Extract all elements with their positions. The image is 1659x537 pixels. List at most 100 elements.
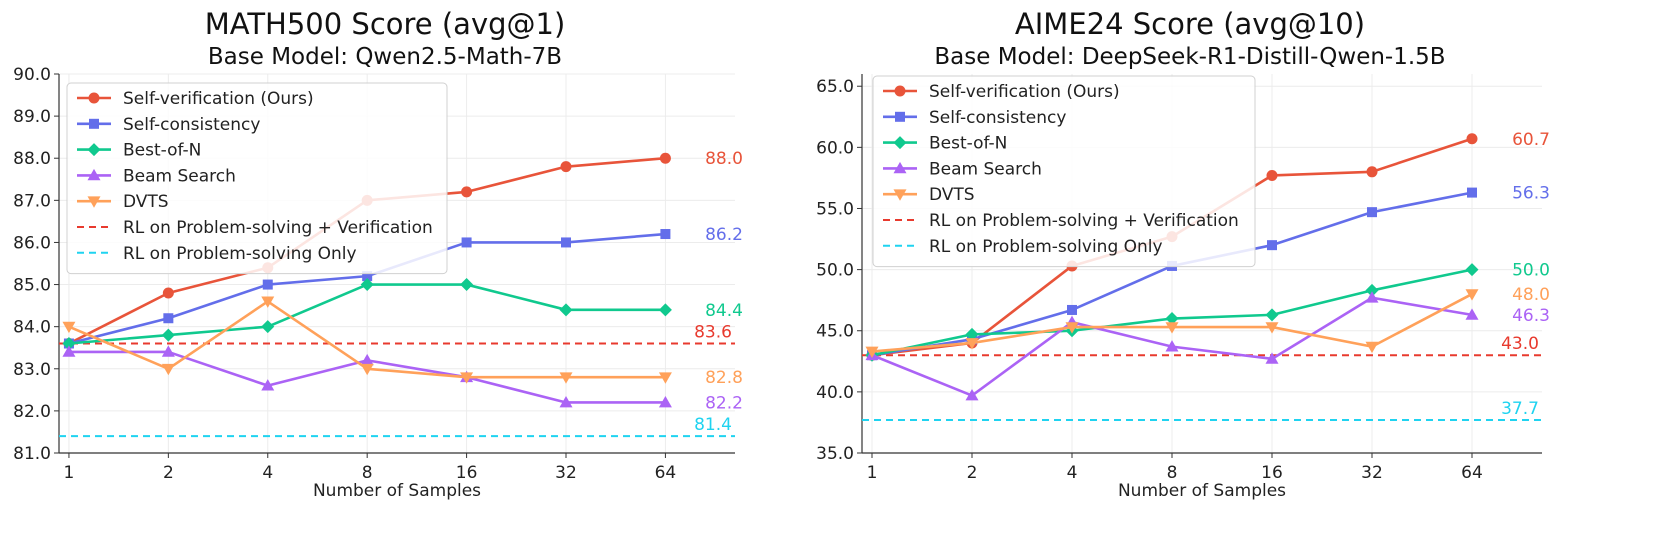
x-tick-label: 32 (1361, 463, 1383, 483)
legend-label: Beam Search (123, 166, 236, 186)
legend-marker (87, 168, 101, 181)
y-tick-label: 87.0 (13, 191, 51, 211)
legend-label: DVTS (929, 185, 975, 205)
data-point (460, 372, 474, 384)
data-point (865, 346, 879, 359)
data-point (1466, 133, 1478, 145)
data-point (559, 303, 573, 317)
data-point (1165, 340, 1179, 352)
legend: Self-verification (Ours) Self-consistency… (872, 75, 1256, 268)
series-end-label: 50.0 (1512, 261, 1550, 281)
y-tick-label: 40.0 (816, 383, 854, 403)
data-point (1365, 291, 1379, 303)
series-end-label: 88.0 (705, 149, 743, 169)
chart-panel-2: 35.0 40.0 45.0 50.0 55.0 60.0 65.0 1 2 4 8 16 32 64 Nu… (816, 7, 1550, 501)
legend-marker (894, 85, 906, 97)
series-end-label: 84.4 (705, 301, 743, 321)
legend-label: DVTS (123, 192, 169, 212)
legend-box (66, 82, 448, 275)
data-point (1265, 352, 1279, 364)
legend-label: RL on Problem-solving Only (929, 237, 1163, 257)
data-point (162, 287, 174, 299)
data-point (261, 320, 275, 334)
y-tick-label: 55.0 (816, 199, 854, 219)
x-tick-label: 4 (1067, 463, 1078, 483)
y-tick-label: 65.0 (816, 77, 854, 97)
data-point (965, 338, 979, 350)
y-tick-label: 35.0 (816, 444, 854, 464)
x-tick-label: 2 (163, 463, 174, 483)
y-tick-label: 60.0 (816, 138, 854, 158)
y-tick-label: 89.0 (13, 107, 51, 127)
series-end-label: 56.3 (1512, 184, 1550, 204)
legend-marker (87, 143, 101, 157)
legend-marker (895, 111, 905, 122)
legend-box (872, 75, 1256, 268)
data-point (658, 395, 672, 408)
series-end-label: 82.8 (705, 368, 743, 388)
x-tick-label: 64 (1461, 463, 1483, 483)
data-point (559, 395, 573, 408)
chart-title: MATH500 Score (avg@1) (205, 7, 566, 41)
reference-line-label: 43.0 (1501, 334, 1539, 354)
data-point (460, 278, 474, 292)
data-point (1067, 304, 1077, 315)
data-point (360, 278, 374, 292)
legend-marker (893, 136, 907, 150)
x-tick-label: 8 (1167, 463, 1178, 483)
data-point (965, 389, 979, 401)
legend-label: Self-consistency (123, 115, 260, 135)
data-point (161, 328, 175, 342)
x-tick-label: 32 (555, 463, 577, 483)
x-tick-label: 64 (655, 463, 677, 483)
data-point (1065, 322, 1079, 334)
data-point (1467, 187, 1477, 198)
y-tick-label: 85.0 (13, 276, 51, 296)
reference-line-label: 37.7 (1501, 399, 1539, 419)
legend-label: RL on Problem-solving + Verification (123, 218, 433, 238)
series-end-label: 86.2 (705, 225, 743, 245)
legend-label: Beam Search (929, 159, 1042, 179)
data-point (965, 327, 979, 341)
legend-label: Best-of-N (929, 134, 1007, 154)
y-tick-label: 84.0 (13, 318, 51, 338)
chart-panel-1: 81.0 82.0 83.0 84.0 85.0 86.0 87.0 88.0 89.0 90.0… (13, 7, 743, 501)
legend-label: Self-consistency (929, 108, 1066, 128)
data-point (560, 161, 572, 173)
data-point (261, 379, 275, 391)
y-tick-label: 83.0 (13, 360, 51, 380)
data-point (1165, 322, 1179, 334)
y-tick-label: 50.0 (816, 261, 854, 281)
data-point (461, 237, 472, 248)
series-end-label: 60.7 (1512, 130, 1550, 150)
data-point (660, 229, 671, 240)
data-point (1365, 283, 1379, 297)
legend-marker (893, 189, 907, 201)
data-point (658, 372, 672, 384)
data-point (360, 363, 374, 376)
series-end-label: 46.3 (1512, 306, 1550, 326)
x-tick-label: 16 (456, 463, 478, 483)
legend-marker (87, 196, 101, 208)
x-tick-label: 8 (362, 463, 373, 483)
data-point (1465, 263, 1479, 277)
data-point (461, 186, 473, 198)
chart-title: AIME24 Score (avg@10) (1015, 7, 1365, 41)
data-point (262, 279, 273, 290)
data-point (658, 303, 672, 317)
x-tick-label: 1 (867, 463, 878, 483)
series-end-label: 48.0 (1512, 285, 1550, 305)
legend-label: RL on Problem-solving + Verification (929, 211, 1239, 231)
data-point (1367, 207, 1377, 218)
y-tick-label: 81.0 (13, 444, 51, 464)
x-tick-label: 2 (967, 463, 978, 483)
data-point (1465, 308, 1479, 320)
legend-marker (89, 118, 99, 129)
data-point (1267, 240, 1277, 251)
chart-subtitle: Base Model: DeepSeek-R1-Distill-Qwen-1.5… (934, 44, 1445, 70)
data-point (261, 296, 275, 308)
data-point (659, 152, 671, 164)
data-point (1265, 308, 1279, 322)
